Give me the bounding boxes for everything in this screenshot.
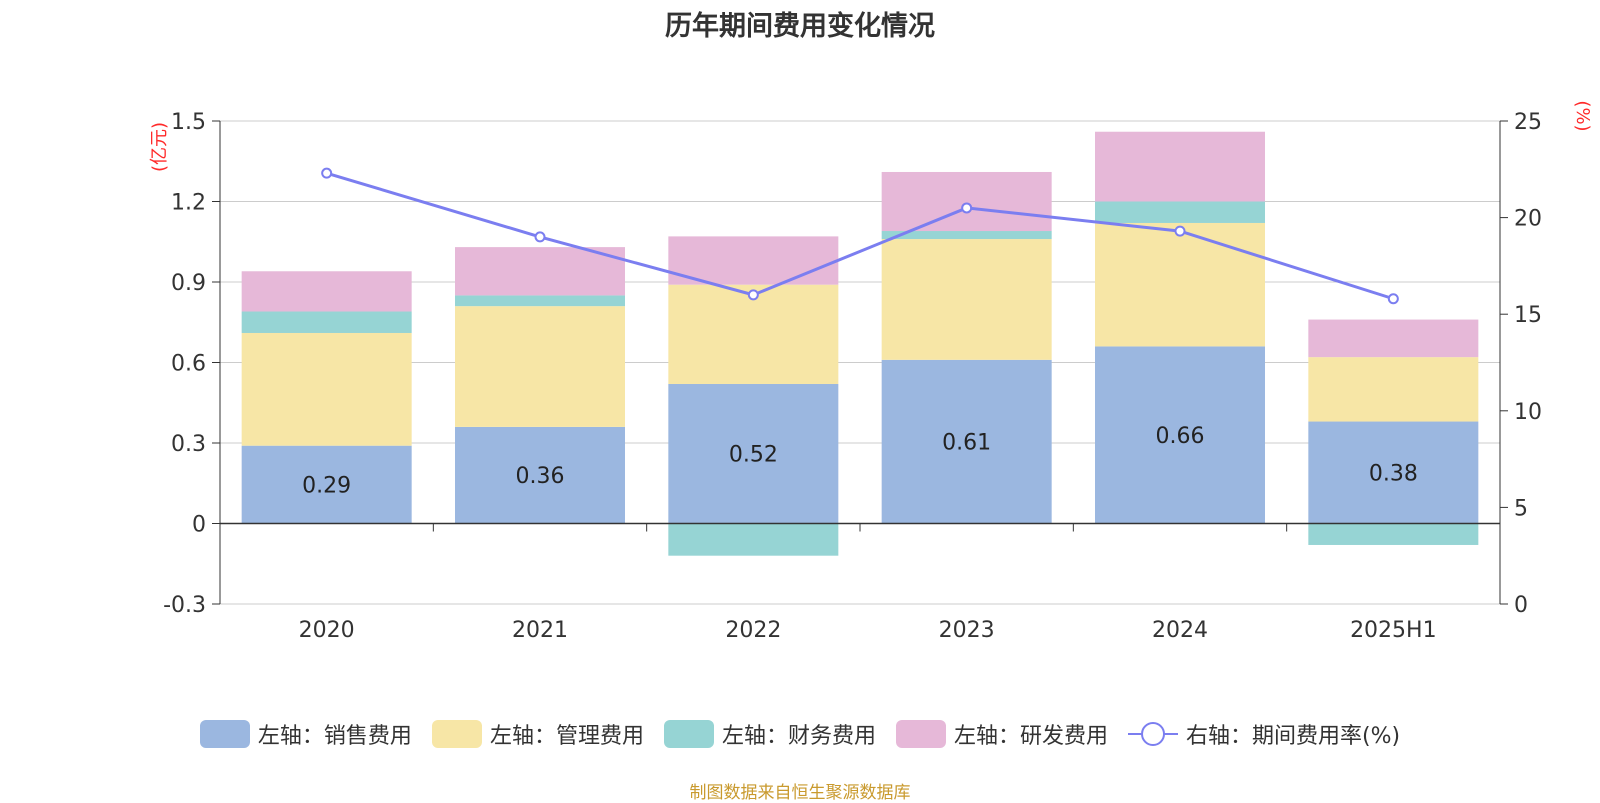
data-label-sales-2025H1: 0.38: [1369, 462, 1418, 487]
left-axis-tick-label: 0.3: [171, 432, 206, 457]
right-axis-tick-label: 20: [1514, 207, 1542, 232]
source-note: 制图数据来自恒生聚源数据库: [689, 783, 911, 803]
left-axis-unit: (亿元): [149, 122, 170, 172]
legend: 左轴：销售费用 左轴：管理费用 左轴：财务费用 左轴：研发费用 右轴：期间费用率…: [0, 718, 1600, 750]
bar-admin-2024: [1095, 222, 1265, 347]
bar-rd-2020: [241, 271, 412, 312]
bar-sales-2025H1: [1308, 421, 1479, 524]
bar-admin-2023: [881, 239, 1052, 360]
left-axis-tick-label: 0: [192, 513, 206, 538]
data-label-sales-2022: 0.52: [729, 443, 778, 468]
legend-swatch-finance: [663, 720, 714, 748]
data-label-sales-2024: 0.66: [1156, 424, 1205, 449]
legend-swatch-rd: [895, 720, 946, 748]
bar-finance-2025H1: [1308, 523, 1479, 545]
legend-item-rate[interactable]: 右轴：期间费用率(%): [1127, 718, 1401, 750]
left-axis-tick-label: 0.6: [171, 352, 206, 377]
legend-item-rd[interactable]: 左轴：研发费用: [895, 718, 1108, 750]
rate-point-2022: [747, 289, 759, 301]
right-axis-tick-label: 10: [1514, 400, 1542, 425]
legend-label-rate: 右轴：期间费用率(%): [1185, 724, 1401, 749]
rate-point-2020: [321, 167, 333, 179]
rate-point-2024: [1174, 225, 1186, 237]
bar-sales-2024: [1095, 346, 1265, 524]
x-axis-label-2020: 2020: [299, 618, 355, 643]
legend-item-finance[interactable]: 左轴：财务费用: [663, 718, 876, 750]
data-label-sales-2020: 0.29: [302, 474, 351, 499]
right-axis-tick-label: 0: [1514, 593, 1528, 618]
right-axis-unit: (%): [1572, 100, 1593, 131]
legend-label-finance: 左轴：财务费用: [721, 724, 876, 749]
x-axis-label-2023: 2023: [939, 618, 995, 643]
chart-title: 历年期间费用变化情况: [665, 11, 935, 42]
rate-line: [326, 171, 1394, 301]
left-axis-tick-label: 1.2: [171, 191, 206, 216]
right-axis-tick-label: 5: [1514, 496, 1528, 521]
bar-rd-2025H1: [1308, 319, 1479, 358]
legend-line-marker-icon: [1127, 722, 1178, 746]
bar-rd-2022: [668, 236, 839, 285]
bar-finance-2024: [1095, 201, 1265, 223]
bar-finance-2020: [241, 311, 412, 333]
bar-sales-2022: [668, 383, 839, 524]
legend-swatch-sales: [199, 720, 250, 748]
legend-item-admin[interactable]: 左轴：管理费用: [431, 718, 644, 750]
bar-admin-2025H1: [1308, 357, 1479, 422]
data-label-sales-2023: 0.61: [942, 431, 991, 456]
rate-point-2021: [534, 231, 546, 243]
bar-admin-2020: [241, 332, 412, 446]
bar-sales-2020: [241, 445, 412, 524]
bar-finance-2022: [668, 523, 839, 556]
left-axis-tick-label: 1.5: [171, 110, 206, 135]
right-axis-tick-label: 25: [1514, 110, 1542, 135]
bar-admin-2022: [668, 284, 839, 384]
bar-rd-2023: [881, 171, 1052, 232]
bar-sales-2023: [881, 359, 1052, 524]
legend-label-sales: 左轴：销售费用: [257, 724, 412, 749]
x-axis-label-2025H1: 2025H1: [1350, 618, 1437, 643]
bar-finance-2023: [881, 231, 1052, 240]
x-axis-label-2024: 2024: [1152, 618, 1208, 643]
right-axis-tick-label: 15: [1514, 303, 1542, 328]
bar-rd-2021: [455, 247, 625, 296]
rate-point-2025H1: [1387, 293, 1399, 305]
legend-label-admin: 左轴：管理费用: [489, 724, 644, 749]
x-axis-label-2021: 2021: [512, 618, 568, 643]
left-axis-tick-label: -0.3: [163, 593, 206, 618]
left-axis-tick-label: 0.9: [171, 271, 206, 296]
legend-swatch-admin: [431, 720, 482, 748]
bar-sales-2021: [455, 426, 625, 524]
rate-point-2023: [961, 202, 973, 214]
bar-admin-2021: [455, 306, 625, 427]
bar-finance-2021: [455, 295, 625, 307]
x-axis-label-2022: 2022: [725, 618, 781, 643]
bar-rd-2024: [1095, 131, 1265, 202]
data-label-sales-2021: 0.36: [516, 464, 565, 489]
legend-label-rd: 左轴：研发费用: [953, 724, 1108, 749]
legend-item-sales[interactable]: 左轴：销售费用: [199, 718, 412, 750]
